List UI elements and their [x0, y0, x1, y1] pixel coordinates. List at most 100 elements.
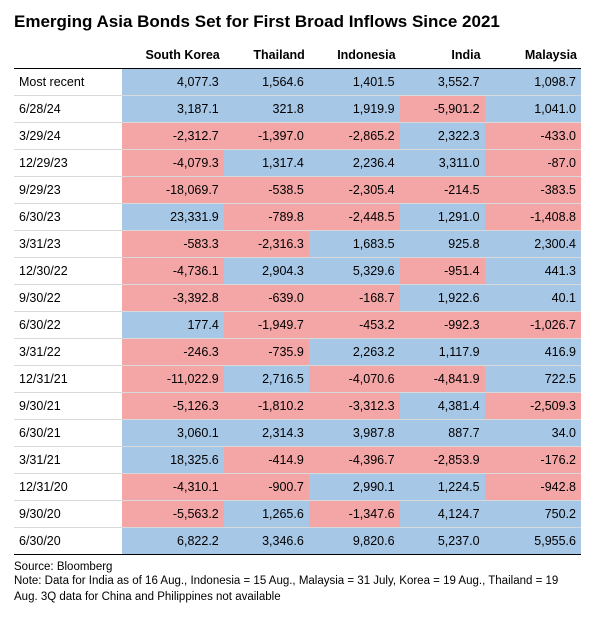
row-label: 6/28/24 [14, 96, 122, 123]
data-cell: -176.2 [485, 447, 581, 474]
data-cell: 1,265.6 [224, 501, 309, 528]
data-cell: -2,448.5 [309, 204, 400, 231]
row-label: 12/31/20 [14, 474, 122, 501]
data-cell: 321.8 [224, 96, 309, 123]
table-row: 3/31/2118,325.6-414.9-4,396.7-2,853.9-17… [14, 447, 581, 474]
table-header: South KoreaThailandIndonesiaIndiaMalaysi… [14, 42, 581, 69]
data-cell: -1,397.0 [224, 123, 309, 150]
data-cell: -4,841.9 [400, 366, 485, 393]
row-label: 12/29/23 [14, 150, 122, 177]
data-cell: 4,381.4 [400, 393, 485, 420]
data-cell: -246.3 [122, 339, 224, 366]
data-cell: 3,187.1 [122, 96, 224, 123]
data-cell: 1,224.5 [400, 474, 485, 501]
data-cell: -4,070.6 [309, 366, 400, 393]
table-row: 9/29/23-18,069.7-538.5-2,305.4-214.5-383… [14, 177, 581, 204]
table-row: 6/30/213,060.12,314.33,987.8887.734.0 [14, 420, 581, 447]
data-cell: 1,291.0 [400, 204, 485, 231]
table-row: 9/30/22-3,392.8-639.0-168.71,922.640.1 [14, 285, 581, 312]
row-label: Most recent [14, 69, 122, 96]
data-cell: -735.9 [224, 339, 309, 366]
table-row: 3/31/22-246.3-735.92,263.21,117.9416.9 [14, 339, 581, 366]
data-cell: -1,347.6 [309, 501, 400, 528]
data-cell: -583.3 [122, 231, 224, 258]
data-cell: -789.8 [224, 204, 309, 231]
data-cell: -5,126.3 [122, 393, 224, 420]
table-row: 12/29/23-4,079.31,317.42,236.43,311.0-87… [14, 150, 581, 177]
data-cell: -453.2 [309, 312, 400, 339]
data-cell: 1,922.6 [400, 285, 485, 312]
table-row: 3/29/24-2,312.7-1,397.0-2,865.22,322.3-4… [14, 123, 581, 150]
row-label: 6/30/21 [14, 420, 122, 447]
data-cell: -168.7 [309, 285, 400, 312]
data-cell: 1,117.9 [400, 339, 485, 366]
table-row: 12/31/20-4,310.1-900.72,990.11,224.5-942… [14, 474, 581, 501]
data-cell: -951.4 [400, 258, 485, 285]
data-cell: -538.5 [224, 177, 309, 204]
row-label: 9/30/21 [14, 393, 122, 420]
data-cell: 3,311.0 [400, 150, 485, 177]
row-label: 3/31/22 [14, 339, 122, 366]
data-cell: -1,810.2 [224, 393, 309, 420]
data-cell: -1,408.8 [485, 204, 581, 231]
col-header: South Korea [122, 42, 224, 69]
data-cell: 6,822.2 [122, 528, 224, 555]
chart-title: Emerging Asia Bonds Set for First Broad … [14, 12, 581, 32]
data-cell: 1,401.5 [309, 69, 400, 96]
col-header: Indonesia [309, 42, 400, 69]
data-cell: -1,026.7 [485, 312, 581, 339]
col-header: India [400, 42, 485, 69]
data-cell: -87.0 [485, 150, 581, 177]
row-label: 9/29/23 [14, 177, 122, 204]
table-row: 12/31/21-11,022.92,716.5-4,070.6-4,841.9… [14, 366, 581, 393]
table-row: Most recent4,077.31,564.61,401.53,552.71… [14, 69, 581, 96]
data-cell: 9,820.6 [309, 528, 400, 555]
data-cell: 2,716.5 [224, 366, 309, 393]
row-label: 12/31/21 [14, 366, 122, 393]
table-row: 9/30/21-5,126.3-1,810.2-3,312.34,381.4-2… [14, 393, 581, 420]
data-cell: 3,060.1 [122, 420, 224, 447]
row-label: 3/31/23 [14, 231, 122, 258]
data-cell: -18,069.7 [122, 177, 224, 204]
row-label: 12/30/22 [14, 258, 122, 285]
data-cell: -5,901.2 [400, 96, 485, 123]
data-cell: 1,919.9 [309, 96, 400, 123]
data-cell: -5,563.2 [122, 501, 224, 528]
data-cell: 23,331.9 [122, 204, 224, 231]
data-cell: -3,392.8 [122, 285, 224, 312]
table-row: 12/30/22-4,736.12,904.35,329.6-951.4441.… [14, 258, 581, 285]
data-cell: 3,346.6 [224, 528, 309, 555]
col-header-blank [14, 42, 122, 69]
data-cell: -4,079.3 [122, 150, 224, 177]
data-cell: -2,312.7 [122, 123, 224, 150]
data-table: South KoreaThailandIndonesiaIndiaMalaysi… [14, 42, 581, 555]
data-cell: 1,098.7 [485, 69, 581, 96]
data-cell: 2,300.4 [485, 231, 581, 258]
data-cell: 2,263.2 [309, 339, 400, 366]
data-cell: -2,316.3 [224, 231, 309, 258]
data-cell: 2,904.3 [224, 258, 309, 285]
row-label: 6/30/22 [14, 312, 122, 339]
data-cell: -2,853.9 [400, 447, 485, 474]
data-cell: 5,329.6 [309, 258, 400, 285]
data-cell: 750.2 [485, 501, 581, 528]
data-cell: 441.3 [485, 258, 581, 285]
data-cell: 2,236.4 [309, 150, 400, 177]
row-label: 6/30/23 [14, 204, 122, 231]
row-label: 6/30/20 [14, 528, 122, 555]
table-row: 6/30/206,822.23,346.69,820.65,237.05,955… [14, 528, 581, 555]
data-cell: -2,509.3 [485, 393, 581, 420]
data-cell: -383.5 [485, 177, 581, 204]
row-label: 9/30/20 [14, 501, 122, 528]
data-cell: -2,305.4 [309, 177, 400, 204]
row-label: 3/31/21 [14, 447, 122, 474]
data-cell: 5,237.0 [400, 528, 485, 555]
data-cell: 2,990.1 [309, 474, 400, 501]
data-cell: -900.7 [224, 474, 309, 501]
data-cell: -1,949.7 [224, 312, 309, 339]
data-cell: -214.5 [400, 177, 485, 204]
data-cell: 2,314.3 [224, 420, 309, 447]
data-cell: -11,022.9 [122, 366, 224, 393]
table-body: Most recent4,077.31,564.61,401.53,552.71… [14, 69, 581, 555]
data-cell: 34.0 [485, 420, 581, 447]
